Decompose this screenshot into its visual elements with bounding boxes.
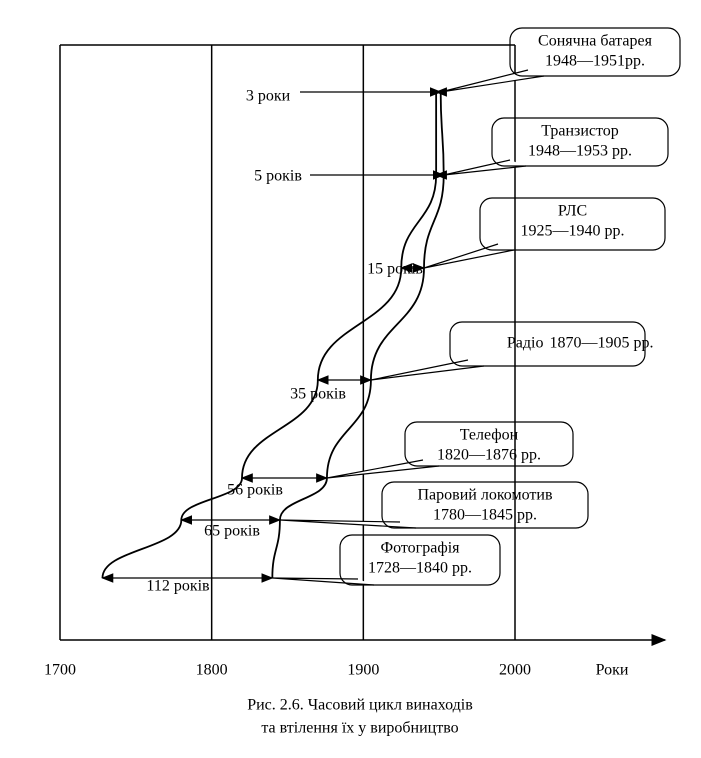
duration-label: 3 роки: [246, 88, 291, 105]
callout-pointer: [272, 577, 375, 586]
callout-pointer: [279, 519, 417, 529]
x-tick-label: 1800: [196, 662, 228, 679]
invention-name: Фотографія: [380, 540, 460, 557]
duration-label: 35 років: [290, 386, 346, 403]
invention-name: Паровий локомотив: [418, 487, 553, 504]
invention-period: 1948—1953 рр.: [528, 143, 632, 160]
callout-pointer: [440, 69, 545, 93]
callout-box: [509, 27, 681, 77]
x-axis-label: Роки: [596, 662, 629, 679]
invention-name: Транзистор: [541, 123, 619, 140]
x-tick-label: 2000: [499, 662, 531, 679]
invention-period: 1780—1845 рр.: [433, 507, 537, 524]
invention-name: Телефон: [460, 427, 519, 444]
invention-name: Сонячна батарея: [538, 33, 653, 50]
callout-pointer: [370, 359, 485, 381]
callout-box: [449, 321, 646, 367]
invention-period: 1925—1940 рр.: [521, 223, 625, 240]
caption: та втілення їх у виробництво: [261, 720, 458, 737]
duration-label: 56 років: [227, 482, 283, 499]
invention-period: 1820—1876 рр.: [437, 447, 541, 464]
end-curve: [271, 91, 445, 579]
x-tick-label: 1700: [44, 662, 76, 679]
start-curve: [101, 91, 438, 579]
callout-box: [339, 534, 501, 586]
callout-pointer: [423, 243, 515, 269]
invention-name: РЛС: [558, 203, 587, 220]
invention-name: Радіо: [507, 335, 544, 352]
duration-label: 5 років: [254, 168, 302, 185]
invention-period: 1870—1905 рр.: [550, 335, 654, 352]
callout-box: [491, 117, 669, 167]
x-tick-label: 1900: [347, 662, 379, 679]
invention-period: 1728—1840 рр.: [368, 560, 472, 577]
duration-label: 65 років: [204, 523, 260, 540]
caption: Рис. 2.6. Часовий цикл винаходів: [247, 697, 473, 714]
callout-pointer: [326, 459, 440, 479]
callout-box: [381, 481, 589, 529]
callout-pointer: [443, 159, 527, 176]
invention-period: 1948—1951рр.: [545, 53, 645, 70]
callout-box: [479, 197, 666, 251]
callout-box: [404, 421, 574, 467]
duration-label: 112 років: [146, 578, 210, 595]
duration-label: 15 років: [367, 261, 423, 278]
